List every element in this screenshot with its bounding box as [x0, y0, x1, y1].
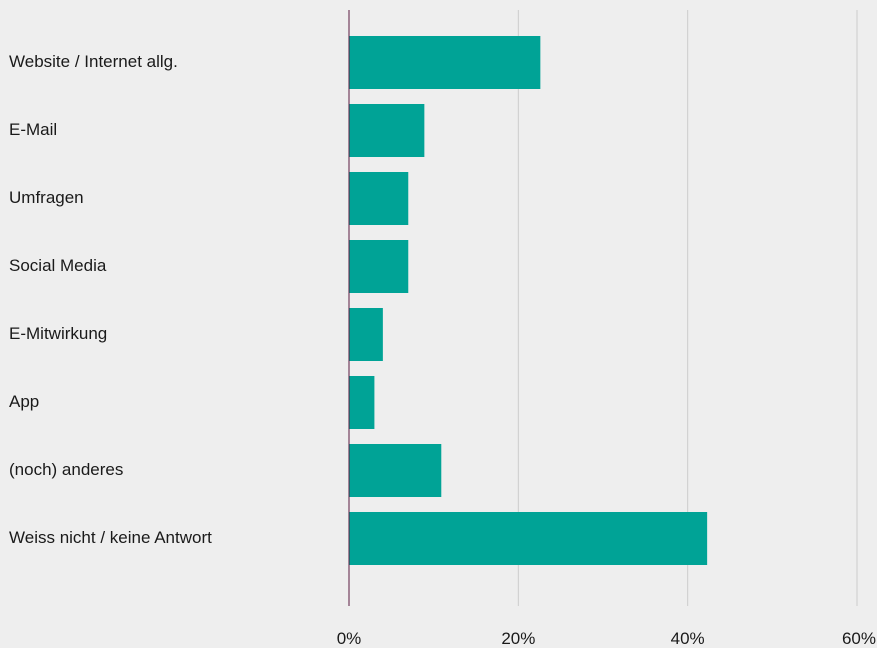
category-label-6: App [9, 392, 39, 411]
bar-2 [349, 104, 425, 157]
category-label-5: E-Mitwirkung [9, 324, 107, 343]
bars [349, 36, 708, 565]
bar-7 [349, 444, 442, 497]
category-label-2: E-Mail [9, 120, 57, 139]
gridlines [517, 10, 858, 606]
x-tick-label-40: 40% [671, 629, 705, 648]
bar-5 [349, 308, 383, 361]
bar-4 [349, 240, 409, 293]
category-label-4: Social Media [9, 256, 107, 275]
category-label-8: Weiss nicht / keine Antwort [9, 528, 212, 547]
category-label-7: (noch) anderes [9, 460, 123, 479]
x-tick-label-20: 20% [501, 629, 535, 648]
x-tick-label-0: 0% [337, 629, 362, 648]
category-label-1: Website / Internet allg. [9, 52, 178, 71]
x-tick-label-60: 60% [842, 629, 876, 648]
category-label-3: Umfragen [9, 188, 84, 207]
bar-1 [349, 36, 541, 89]
category-labels: Website / Internet allg. E-Mail Umfragen So… [9, 52, 212, 547]
bar-3 [349, 172, 409, 225]
bar-8 [349, 512, 708, 565]
bar-6 [349, 376, 375, 429]
x-tick-labels: 0% 20% 40% 60% [337, 629, 876, 648]
